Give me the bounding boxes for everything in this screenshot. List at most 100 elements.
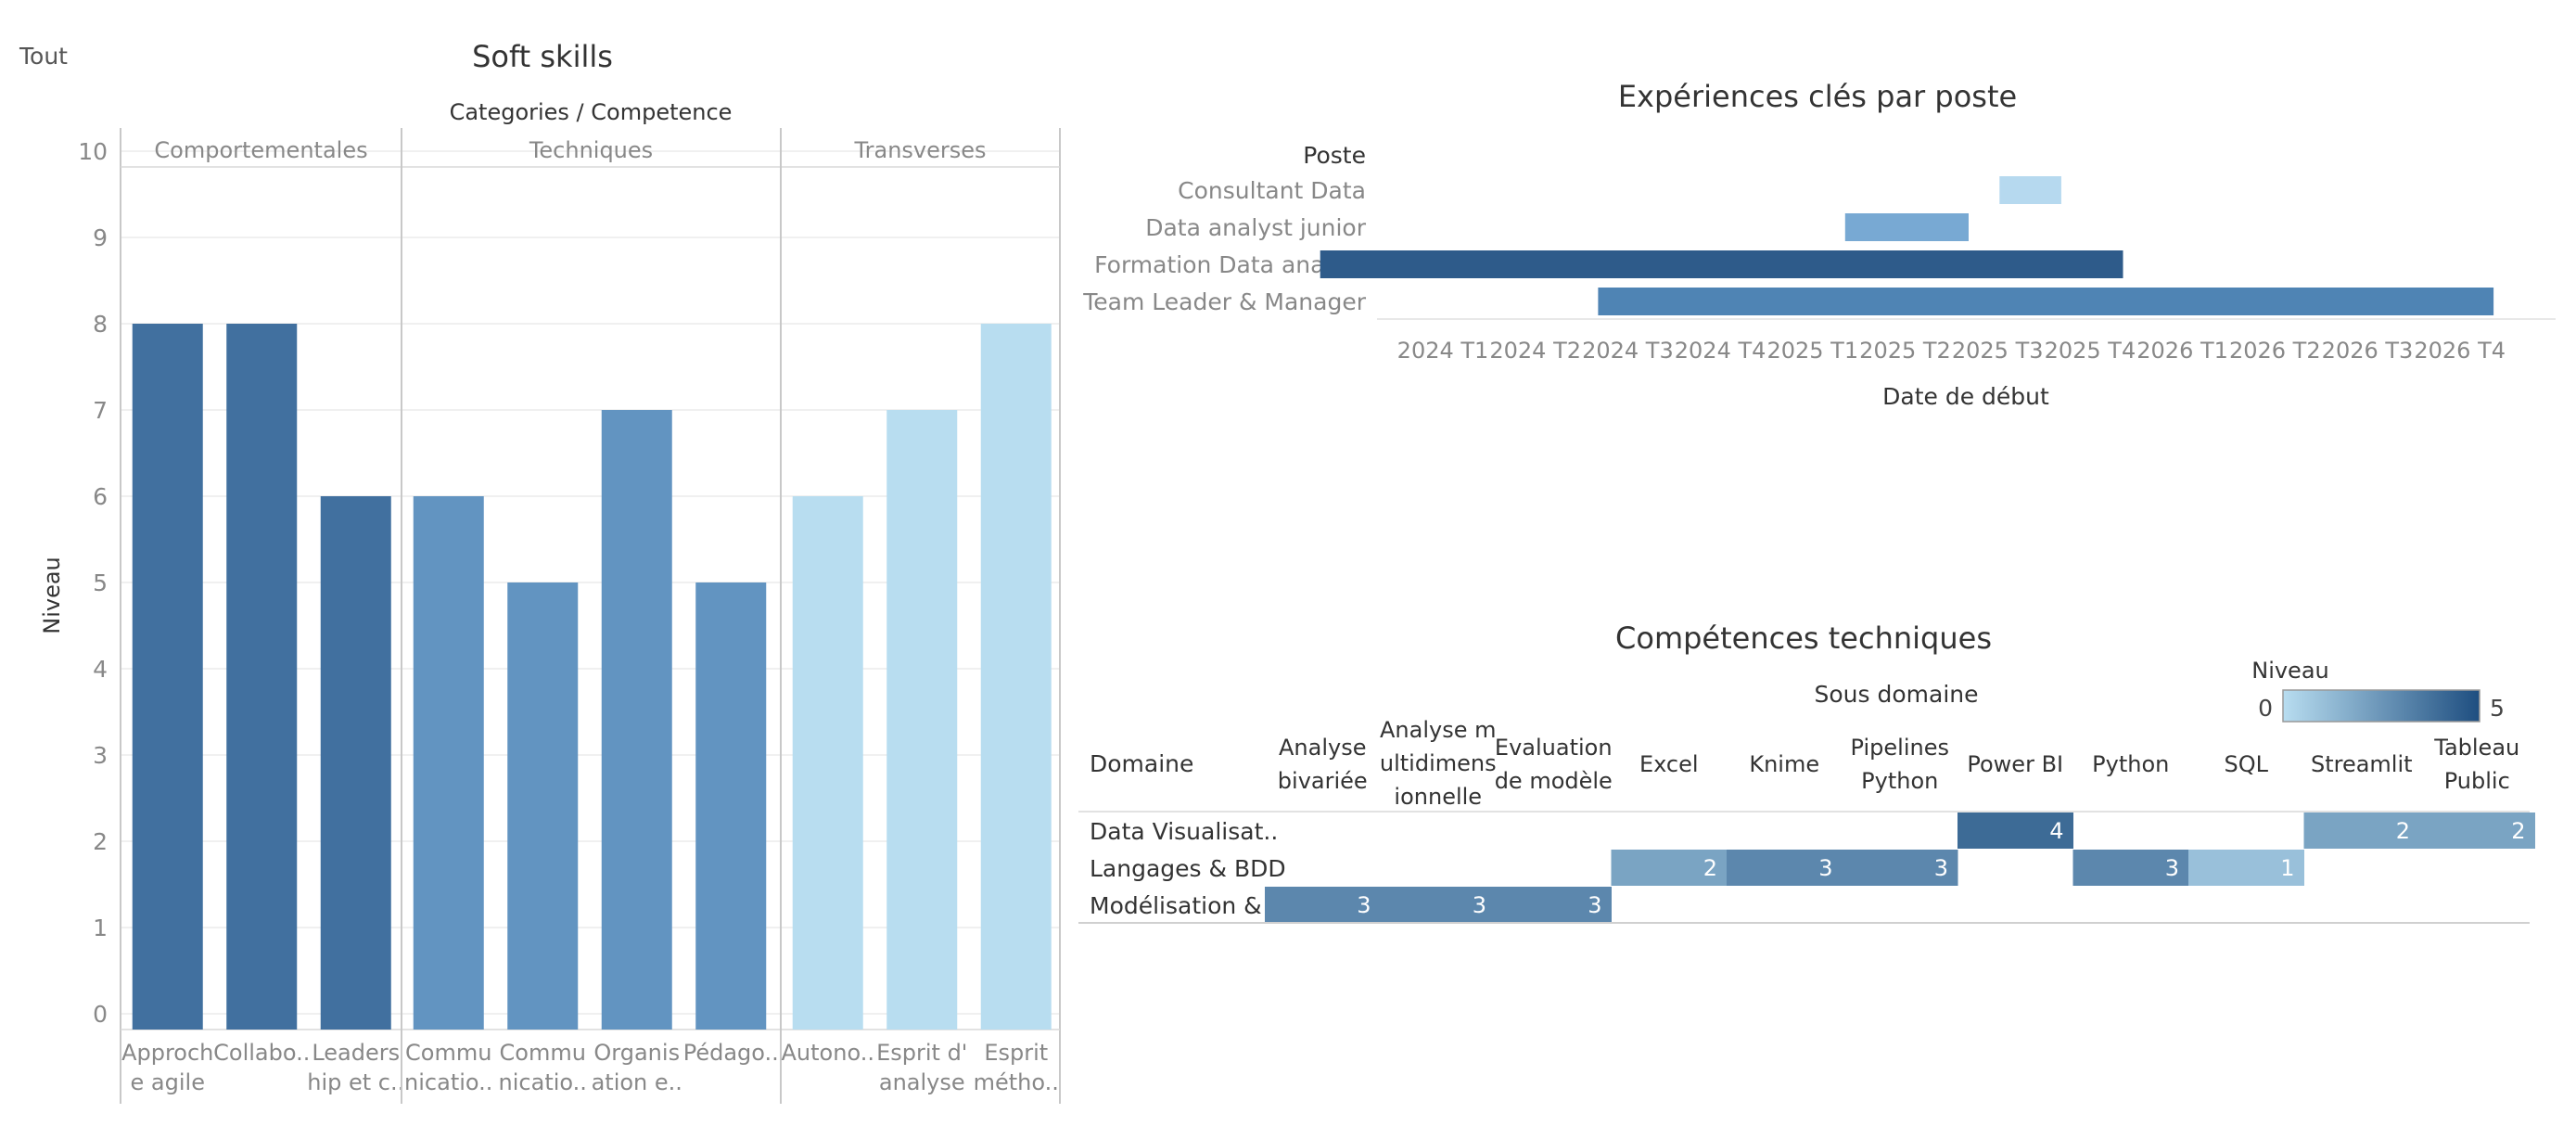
x-tick-label: nicatio.. bbox=[499, 1069, 587, 1095]
legend-title: Niveau bbox=[2251, 658, 2329, 684]
x-tick-label: Leaders bbox=[312, 1040, 400, 1066]
column-label: bivariée bbox=[1278, 768, 1368, 794]
row-label: Langages & BDD bbox=[1090, 855, 1286, 882]
y-tick-label: 2 bbox=[93, 828, 108, 855]
legend-max: 5 bbox=[2490, 695, 2505, 722]
column-label: ionnelle bbox=[1394, 784, 1482, 810]
x-tick-label: e agile bbox=[131, 1069, 205, 1095]
chart-title: Compétences techniques bbox=[1615, 621, 1992, 656]
column-label: Excel bbox=[1639, 751, 1699, 777]
chart-title: Expériences clés par poste bbox=[1618, 79, 2017, 114]
bar bbox=[320, 496, 391, 1030]
y-tick-label: 10 bbox=[78, 138, 108, 165]
gantt-bar bbox=[1598, 288, 2494, 315]
x-tick-label: 2026 T4 bbox=[2414, 338, 2506, 364]
group-header: Comportementales bbox=[154, 137, 367, 163]
y-tick-label: 8 bbox=[93, 311, 108, 338]
cell-value: 2 bbox=[1703, 855, 1717, 881]
row-header: Poste bbox=[1303, 142, 1366, 169]
chart-title: Soft skills bbox=[472, 39, 613, 74]
x-tick-label: Esprit bbox=[984, 1040, 1048, 1066]
x-tick-label: 2026 T1 bbox=[2136, 338, 2228, 364]
legend-gradient bbox=[2282, 689, 2480, 723]
bar bbox=[886, 410, 958, 1030]
y-tick-label: 3 bbox=[93, 742, 108, 769]
gantt-bar bbox=[1320, 250, 2123, 278]
filter-all-label[interactable]: Tout bbox=[19, 43, 68, 70]
x-tick-label: 2024 T2 bbox=[1489, 338, 1581, 364]
experiences-gantt-chart: Expériences clés par poste Poste Consultan… bbox=[1082, 79, 2556, 410]
column-label: Python bbox=[1861, 768, 1938, 794]
column-label: ultidimens bbox=[1380, 750, 1497, 776]
column-label: Evaluation bbox=[1495, 735, 1613, 761]
x-tick-label: 2024 T3 bbox=[1582, 338, 1674, 364]
column-label: Pipelines bbox=[1851, 735, 1949, 761]
heat-cell bbox=[1958, 813, 2073, 849]
cell-value: 3 bbox=[1357, 892, 1371, 918]
x-tick-label: 2024 T1 bbox=[1397, 338, 1489, 364]
cell-value: 3 bbox=[1934, 855, 1948, 881]
cell-value: 2 bbox=[2511, 818, 2525, 844]
cell-value: 3 bbox=[1588, 892, 1601, 918]
heat-cell bbox=[1496, 887, 1612, 923]
x-tick-label: Organis bbox=[593, 1040, 680, 1066]
x-axis-label: Date de début bbox=[1882, 383, 2049, 410]
bar bbox=[601, 410, 672, 1030]
heat-cell bbox=[2303, 813, 2420, 849]
y-tick-label: 1 bbox=[93, 915, 108, 941]
bar bbox=[226, 324, 298, 1030]
bar bbox=[132, 324, 203, 1030]
group-header: Techniques bbox=[529, 137, 653, 163]
group-header: Transverses bbox=[853, 137, 986, 163]
y-tick-label: 7 bbox=[93, 397, 108, 424]
x-tick-label: 2025 T1 bbox=[1766, 338, 1858, 364]
column-label: Analyse bbox=[1279, 735, 1366, 761]
cell-value: 3 bbox=[1473, 892, 1486, 918]
x-tick-label: 2026 T2 bbox=[2229, 338, 2321, 364]
bar bbox=[980, 324, 1052, 1030]
row-label: Consultant Data bbox=[1178, 177, 1366, 204]
x-tick-label: Collabo.. bbox=[213, 1040, 310, 1066]
column-label: Knime bbox=[1749, 751, 1819, 777]
gantt-bar bbox=[1999, 176, 2061, 204]
y-axis-label: Niveau bbox=[39, 557, 65, 634]
legend-min: 0 bbox=[2258, 695, 2273, 722]
gantt-bar bbox=[1844, 213, 1969, 241]
row-header: Domaine bbox=[1090, 750, 1193, 777]
column-label: Python bbox=[2092, 751, 2169, 777]
heat-cell bbox=[1380, 887, 1497, 923]
column-label: Public bbox=[2444, 768, 2510, 794]
bar bbox=[413, 496, 484, 1030]
x-tick-label: 2025 T4 bbox=[2045, 338, 2136, 364]
x-tick-label: nicatio.. bbox=[404, 1069, 492, 1095]
cell-value: 4 bbox=[2049, 818, 2063, 844]
y-tick-label: 5 bbox=[93, 569, 108, 596]
heat-cell bbox=[2072, 850, 2189, 886]
heat-cell bbox=[1727, 850, 1843, 886]
column-label: de modèle bbox=[1495, 768, 1613, 794]
x-tick-label: ation e.. bbox=[592, 1069, 682, 1095]
column-header: Sous domaine bbox=[1815, 681, 1979, 708]
bar bbox=[695, 582, 767, 1030]
heat-cell bbox=[1265, 887, 1381, 923]
column-label: Analyse m bbox=[1380, 717, 1496, 743]
x-tick-label: 2025 T2 bbox=[1859, 338, 1951, 364]
y-tick-label: 9 bbox=[93, 224, 108, 251]
x-tick-label: Commu bbox=[405, 1040, 491, 1066]
x-tick-label: hip et c.. bbox=[307, 1069, 404, 1095]
y-tick-label: 6 bbox=[93, 483, 108, 510]
x-tick-label: Esprit d' bbox=[876, 1040, 967, 1066]
column-label: SQL bbox=[2225, 751, 2269, 777]
heat-cell bbox=[2419, 813, 2535, 849]
row-label: Data Visualisat.. bbox=[1090, 818, 1278, 845]
bar bbox=[792, 496, 863, 1030]
x-tick-label: Approch bbox=[121, 1040, 213, 1066]
heat-cell bbox=[1611, 850, 1728, 886]
x-tick-label: 2024 T4 bbox=[1675, 338, 1766, 364]
heat-cell bbox=[2188, 850, 2304, 886]
x-tick-label: Autono.. bbox=[782, 1040, 874, 1066]
x-tick-label: 2026 T3 bbox=[2322, 338, 2414, 364]
x-tick-label: métho.. bbox=[974, 1069, 1059, 1095]
chart-header: Categories / Competence bbox=[450, 99, 733, 125]
